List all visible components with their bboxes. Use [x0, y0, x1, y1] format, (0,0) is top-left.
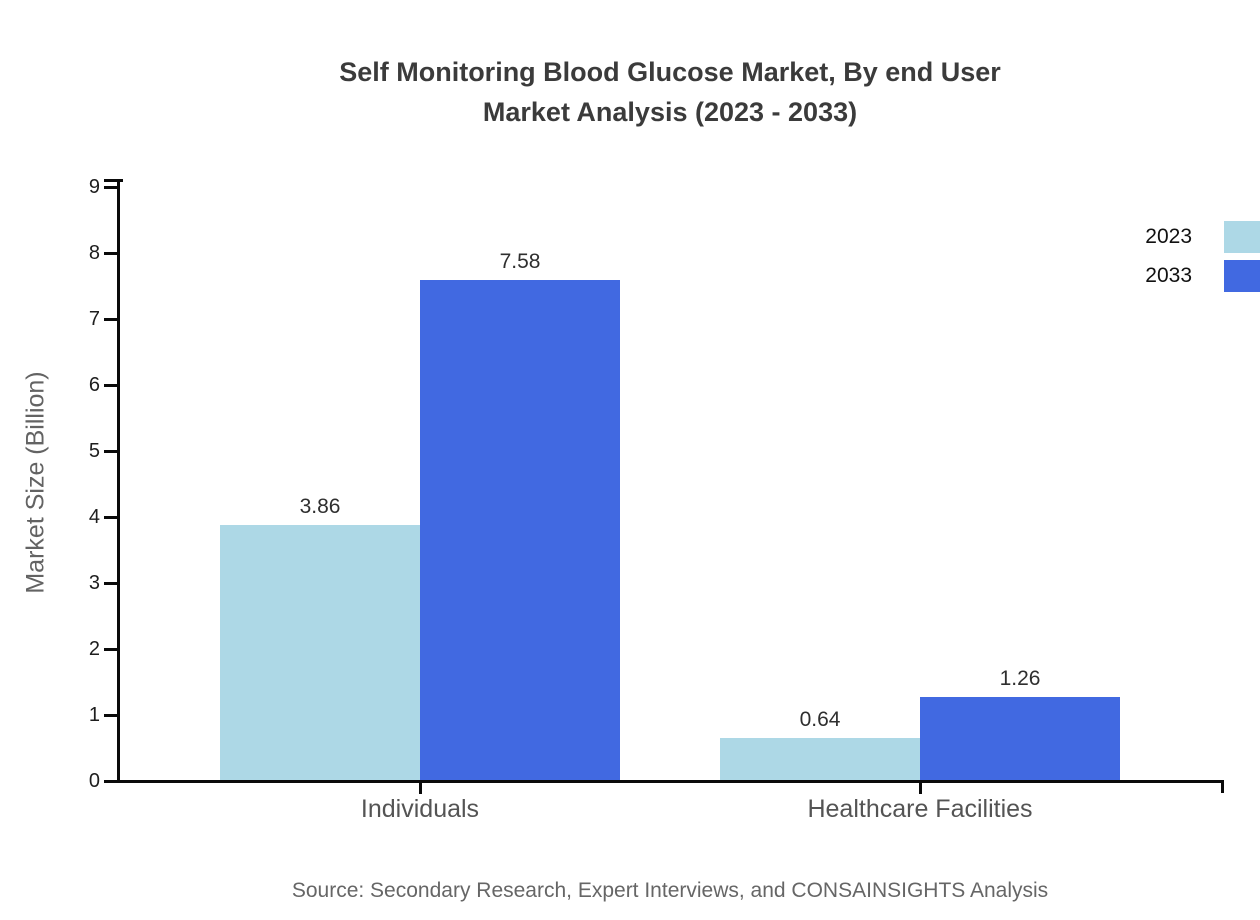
legend-label-2033: 2033 [1145, 264, 1192, 287]
bar-2033-healthcare-facilities [920, 697, 1120, 780]
bar-2033-individuals [420, 280, 620, 780]
legend-row: 2023 [1112, 221, 1260, 253]
y-tick-label: 8 [88, 242, 100, 264]
y-tick-label: 2 [88, 638, 100, 660]
x-axis-category-label: Healthcare Facilities [807, 795, 1033, 823]
source-note: Source: Secondary Research, Expert Inter… [291, 879, 1049, 902]
legend: 2023 2033 [1112, 221, 1260, 299]
y-tick [104, 648, 117, 651]
chart-title: Self Monitoring Blood Glucose Market, By… [118, 52, 1222, 132]
y-tick-label: 9 [88, 176, 100, 198]
x-axis-category-label: Individuals [360, 795, 480, 823]
y-tick [104, 516, 117, 519]
y-axis-endcap [104, 179, 123, 182]
bar-2023-individuals [220, 525, 420, 780]
y-tick-label: 1 [88, 704, 100, 726]
chart-title-line-2: Market Analysis (2023 - 2033) [482, 97, 858, 127]
legend-swatch-2023 [1224, 221, 1260, 253]
y-tick-label: 0 [88, 770, 100, 792]
y-tick [104, 252, 117, 255]
y-tick [104, 780, 117, 783]
bar-value-label: 7.58 [499, 250, 541, 273]
x-tick [419, 782, 422, 794]
y-tick-label: 6 [88, 374, 100, 396]
y-tick [104, 582, 117, 585]
y-tick [104, 384, 117, 387]
legend-label-2023: 2023 [1145, 225, 1192, 248]
bar-value-label: 1.26 [999, 667, 1041, 690]
y-tick [104, 186, 117, 189]
y-tick [104, 714, 117, 717]
legend-swatch-2033 [1224, 260, 1260, 292]
x-axis-line [117, 780, 1224, 783]
x-tick [919, 782, 922, 794]
bar-value-label: 3.86 [299, 495, 341, 518]
x-axis-endcap [1221, 780, 1224, 793]
y-axis-line [117, 179, 120, 783]
y-tick [104, 450, 117, 453]
y-tick-label: 5 [88, 440, 100, 462]
legend-row: 2033 [1112, 260, 1260, 292]
y-tick [104, 318, 117, 321]
bar-value-label: 0.64 [799, 708, 841, 731]
y-tick-label: 7 [88, 308, 100, 330]
chart-title-line-1: Self Monitoring Blood Glucose Market, By… [339, 57, 1001, 87]
bar-2023-healthcare-facilities [720, 738, 920, 780]
y-tick-label: 4 [88, 506, 100, 528]
y-tick-label: 3 [88, 572, 100, 594]
